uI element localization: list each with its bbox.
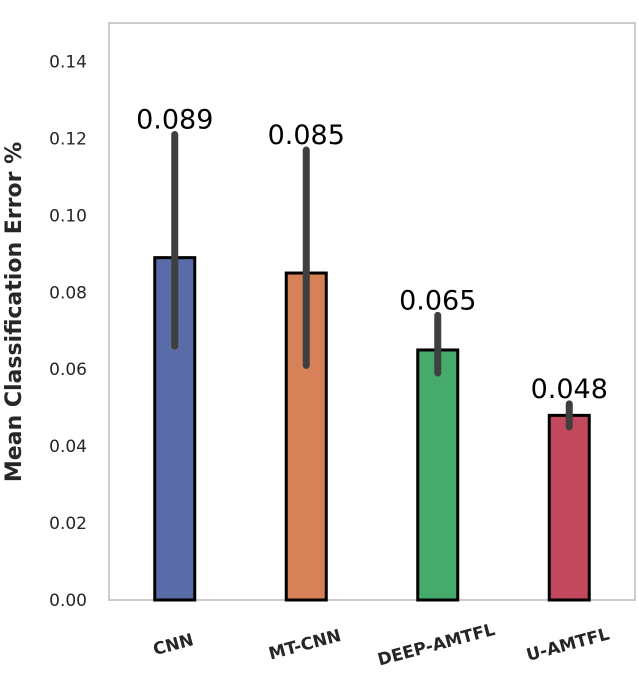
x-tick-label: DEEP-AMTFL: [376, 620, 498, 671]
data-label: 0.065: [399, 285, 476, 316]
bar-deep-amtfl: [416, 348, 460, 602]
y-tick-label: 0.06: [49, 360, 87, 380]
y-tick-label: 0.02: [49, 514, 87, 534]
bar-u-amtfl: [547, 413, 591, 602]
x-tick-label: CNN: [151, 630, 196, 660]
y-tick-label: 0.04: [49, 437, 87, 457]
y-tick-label: 0.08: [49, 283, 87, 303]
data-label: 0.085: [268, 120, 345, 151]
y-tick-label: 0.12: [49, 129, 87, 149]
data-label: 0.089: [136, 105, 213, 136]
x-tick-label: U-AMTFL: [524, 624, 611, 665]
data-label: 0.048: [531, 374, 608, 405]
y-tick-label: 0.10: [49, 206, 87, 226]
y-tick-label: 0.14: [49, 52, 87, 72]
y-tick-label: 0.00: [49, 591, 87, 611]
plot-area-frame: [108, 22, 636, 601]
y-axis-title: Mean Classification Error %: [2, 142, 27, 482]
x-tick-label: MT-CNN: [267, 626, 344, 664]
